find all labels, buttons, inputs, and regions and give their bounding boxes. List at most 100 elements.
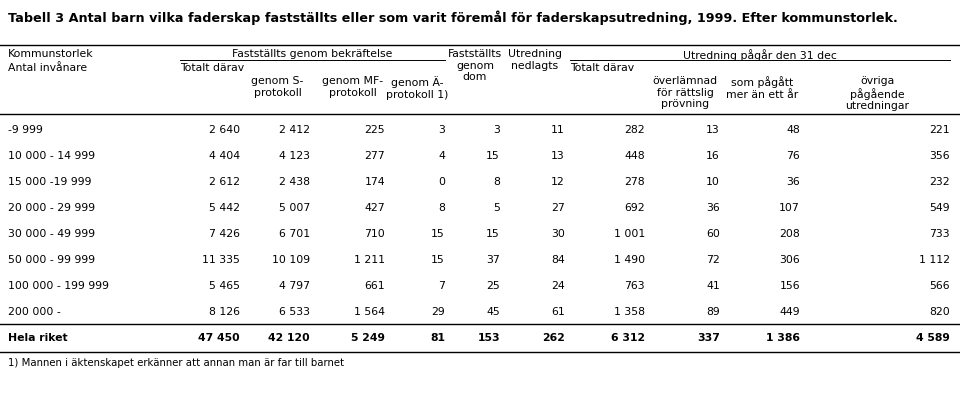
- Text: 60: 60: [707, 229, 720, 239]
- Text: 10 000 - 14 999: 10 000 - 14 999: [8, 151, 95, 161]
- Text: 36: 36: [786, 177, 800, 187]
- Text: 200 000 -: 200 000 -: [8, 307, 60, 317]
- Text: 6 533: 6 533: [279, 307, 310, 317]
- Text: genom S-
protokoll: genom S- protokoll: [252, 76, 303, 97]
- Text: 30: 30: [551, 229, 565, 239]
- Text: 566: 566: [929, 281, 950, 291]
- Text: som pågått
mer än ett år: som pågått mer än ett år: [727, 76, 799, 99]
- Text: 4: 4: [438, 151, 445, 161]
- Text: genom Ä-
protokoll 1): genom Ä- protokoll 1): [386, 76, 448, 99]
- Text: 427: 427: [365, 203, 385, 213]
- Text: Totalt därav: Totalt därav: [570, 63, 635, 73]
- Text: 13: 13: [707, 125, 720, 135]
- Text: överlämnad
för rättslig
prövning: överlämnad för rättslig prövning: [653, 76, 717, 109]
- Text: 16: 16: [707, 151, 720, 161]
- Text: 1 358: 1 358: [614, 307, 645, 317]
- Text: 100 000 - 199 999: 100 000 - 199 999: [8, 281, 109, 291]
- Text: 12: 12: [551, 177, 565, 187]
- Text: -9 999: -9 999: [8, 125, 43, 135]
- Text: 8: 8: [493, 177, 500, 187]
- Text: 8 126: 8 126: [209, 307, 240, 317]
- Text: 1 112: 1 112: [919, 255, 950, 265]
- Text: 10 109: 10 109: [272, 255, 310, 265]
- Text: Antal invånare: Antal invånare: [8, 63, 87, 73]
- Text: 6 701: 6 701: [278, 229, 310, 239]
- Text: 41: 41: [707, 281, 720, 291]
- Text: 5 442: 5 442: [209, 203, 240, 213]
- Text: 15: 15: [431, 255, 445, 265]
- Text: 6 312: 6 312: [611, 333, 645, 343]
- Text: Tabell 3 Antal barn vilka faderskap fastställts eller som varit föremål för fade: Tabell 3 Antal barn vilka faderskap fast…: [8, 10, 898, 25]
- Text: 2 640: 2 640: [209, 125, 240, 135]
- Text: Kommunstorlek: Kommunstorlek: [8, 49, 94, 59]
- Text: Fastställts
genom
dom: Fastställts genom dom: [448, 49, 502, 82]
- Text: 208: 208: [780, 229, 800, 239]
- Text: 45: 45: [487, 307, 500, 317]
- Text: 15 000 -19 999: 15 000 -19 999: [8, 177, 91, 187]
- Text: 2 612: 2 612: [209, 177, 240, 187]
- Text: 25: 25: [487, 281, 500, 291]
- Text: 5 007: 5 007: [278, 203, 310, 213]
- Text: 11: 11: [551, 125, 565, 135]
- Text: 89: 89: [707, 307, 720, 317]
- Text: 27: 27: [551, 203, 565, 213]
- Text: 2 438: 2 438: [279, 177, 310, 187]
- Text: 4 123: 4 123: [279, 151, 310, 161]
- Text: 107: 107: [780, 203, 800, 213]
- Text: 61: 61: [551, 307, 565, 317]
- Text: 278: 278: [624, 177, 645, 187]
- Text: 549: 549: [929, 203, 950, 213]
- Text: 15: 15: [431, 229, 445, 239]
- Text: 282: 282: [624, 125, 645, 135]
- Text: 5 249: 5 249: [351, 333, 385, 343]
- Text: 15: 15: [487, 151, 500, 161]
- Text: 661: 661: [365, 281, 385, 291]
- Text: 1) Mannen i äktenskapet erkänner att annan man är far till barnet: 1) Mannen i äktenskapet erkänner att ann…: [8, 358, 344, 368]
- Text: 11 335: 11 335: [203, 255, 240, 265]
- Text: 15: 15: [487, 229, 500, 239]
- Text: 36: 36: [707, 203, 720, 213]
- Text: 84: 84: [551, 255, 565, 265]
- Text: 29: 29: [431, 307, 445, 317]
- Text: Totalt därav: Totalt därav: [180, 63, 244, 73]
- Text: 1 001: 1 001: [613, 229, 645, 239]
- Text: 763: 763: [624, 281, 645, 291]
- Text: 277: 277: [365, 151, 385, 161]
- Text: 2 412: 2 412: [279, 125, 310, 135]
- Text: 81: 81: [430, 333, 445, 343]
- Text: 4 404: 4 404: [209, 151, 240, 161]
- Text: 1 490: 1 490: [613, 255, 645, 265]
- Text: 448: 448: [624, 151, 645, 161]
- Text: 174: 174: [365, 177, 385, 187]
- Text: 232: 232: [929, 177, 950, 187]
- Text: 733: 733: [929, 229, 950, 239]
- Text: 710: 710: [364, 229, 385, 239]
- Text: 221: 221: [929, 125, 950, 135]
- Text: 7 426: 7 426: [209, 229, 240, 239]
- Text: Fastställts genom bekräftelse: Fastställts genom bekräftelse: [232, 49, 393, 59]
- Text: 48: 48: [786, 125, 800, 135]
- Text: 76: 76: [786, 151, 800, 161]
- Text: 20 000 - 29 999: 20 000 - 29 999: [8, 203, 95, 213]
- Text: 4 797: 4 797: [279, 281, 310, 291]
- Text: 153: 153: [477, 333, 500, 343]
- Text: 0: 0: [438, 177, 445, 187]
- Text: 262: 262: [542, 333, 565, 343]
- Text: Utredning pågår den 31 dec: Utredning pågår den 31 dec: [684, 49, 837, 61]
- Text: 4 589: 4 589: [916, 333, 950, 343]
- Text: 30 000 - 49 999: 30 000 - 49 999: [8, 229, 95, 239]
- Text: 820: 820: [929, 307, 950, 317]
- Text: övriga
pågående
utredningar: övriga pågående utredningar: [846, 76, 909, 112]
- Text: 47 450: 47 450: [199, 333, 240, 343]
- Text: 1 386: 1 386: [766, 333, 800, 343]
- Text: 1 211: 1 211: [354, 255, 385, 265]
- Text: 24: 24: [551, 281, 565, 291]
- Text: Utredning
nedlagts: Utredning nedlagts: [508, 49, 562, 71]
- Text: 3: 3: [493, 125, 500, 135]
- Text: 42 120: 42 120: [269, 333, 310, 343]
- Text: 692: 692: [624, 203, 645, 213]
- Text: 13: 13: [551, 151, 565, 161]
- Text: 8: 8: [438, 203, 445, 213]
- Text: 356: 356: [929, 151, 950, 161]
- Text: 50 000 - 99 999: 50 000 - 99 999: [8, 255, 95, 265]
